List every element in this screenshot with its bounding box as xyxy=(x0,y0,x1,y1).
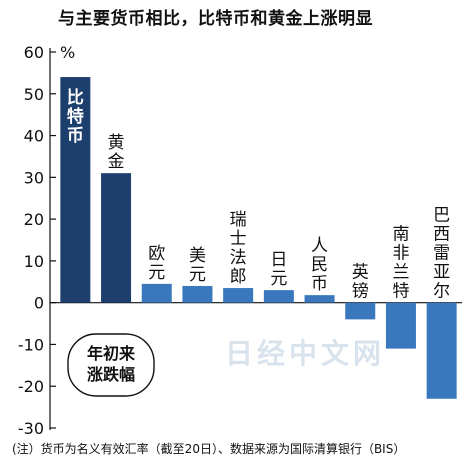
category-label-3: 美元 xyxy=(189,246,206,285)
bar-1 xyxy=(101,173,132,303)
y-tick-label--20: -20 xyxy=(18,377,44,396)
category-label-8: 南非兰特 xyxy=(392,225,409,302)
y-tick-label-40: 40 xyxy=(24,127,44,146)
category-label-7: 英镑 xyxy=(352,263,369,302)
y-tick-label-0: 0 xyxy=(34,294,44,313)
category-label-4: 瑞士法郎 xyxy=(230,210,247,287)
category-label-1: 黄金 xyxy=(108,133,125,172)
badge-frame xyxy=(67,333,155,397)
category-label-6: 人民币 xyxy=(311,236,328,294)
bar-6 xyxy=(304,295,335,303)
bar-4 xyxy=(223,288,254,303)
category-label-9: 巴西雷亚尔 xyxy=(433,206,450,302)
bar-0 xyxy=(60,77,91,303)
category-label-0: 比特币 xyxy=(67,87,84,146)
y-tick-label-20: 20 xyxy=(24,210,44,229)
bar-5 xyxy=(263,290,294,303)
watermark: 日经中文网 xyxy=(225,337,385,370)
bar-3 xyxy=(182,285,213,303)
chart-title: 与主要货币相比，比特币和黄金上涨明显 xyxy=(58,9,373,29)
bar-2 xyxy=(141,283,172,303)
y-tick-label-50: 50 xyxy=(24,85,44,104)
y-tick-label-30: 30 xyxy=(24,168,44,187)
y-axis-unit: % xyxy=(60,43,75,62)
footnote: (注）货币为名义有效汇率（截至20日）、数据来源为国际清算银行（BIS） xyxy=(12,442,406,456)
y-tick-label-10: 10 xyxy=(24,252,44,271)
bar-9 xyxy=(426,302,457,399)
badge-text: 年初来涨跌幅 xyxy=(87,344,136,384)
bar-7 xyxy=(345,302,376,320)
y-tick-label-60: 60 xyxy=(24,43,44,62)
category-label-5: 日元 xyxy=(270,250,287,289)
y-tick-label--10: -10 xyxy=(18,335,44,354)
category-label-2: 欧元 xyxy=(148,244,165,283)
bar-8 xyxy=(385,302,416,349)
y-tick-label--30: -30 xyxy=(18,419,44,438)
